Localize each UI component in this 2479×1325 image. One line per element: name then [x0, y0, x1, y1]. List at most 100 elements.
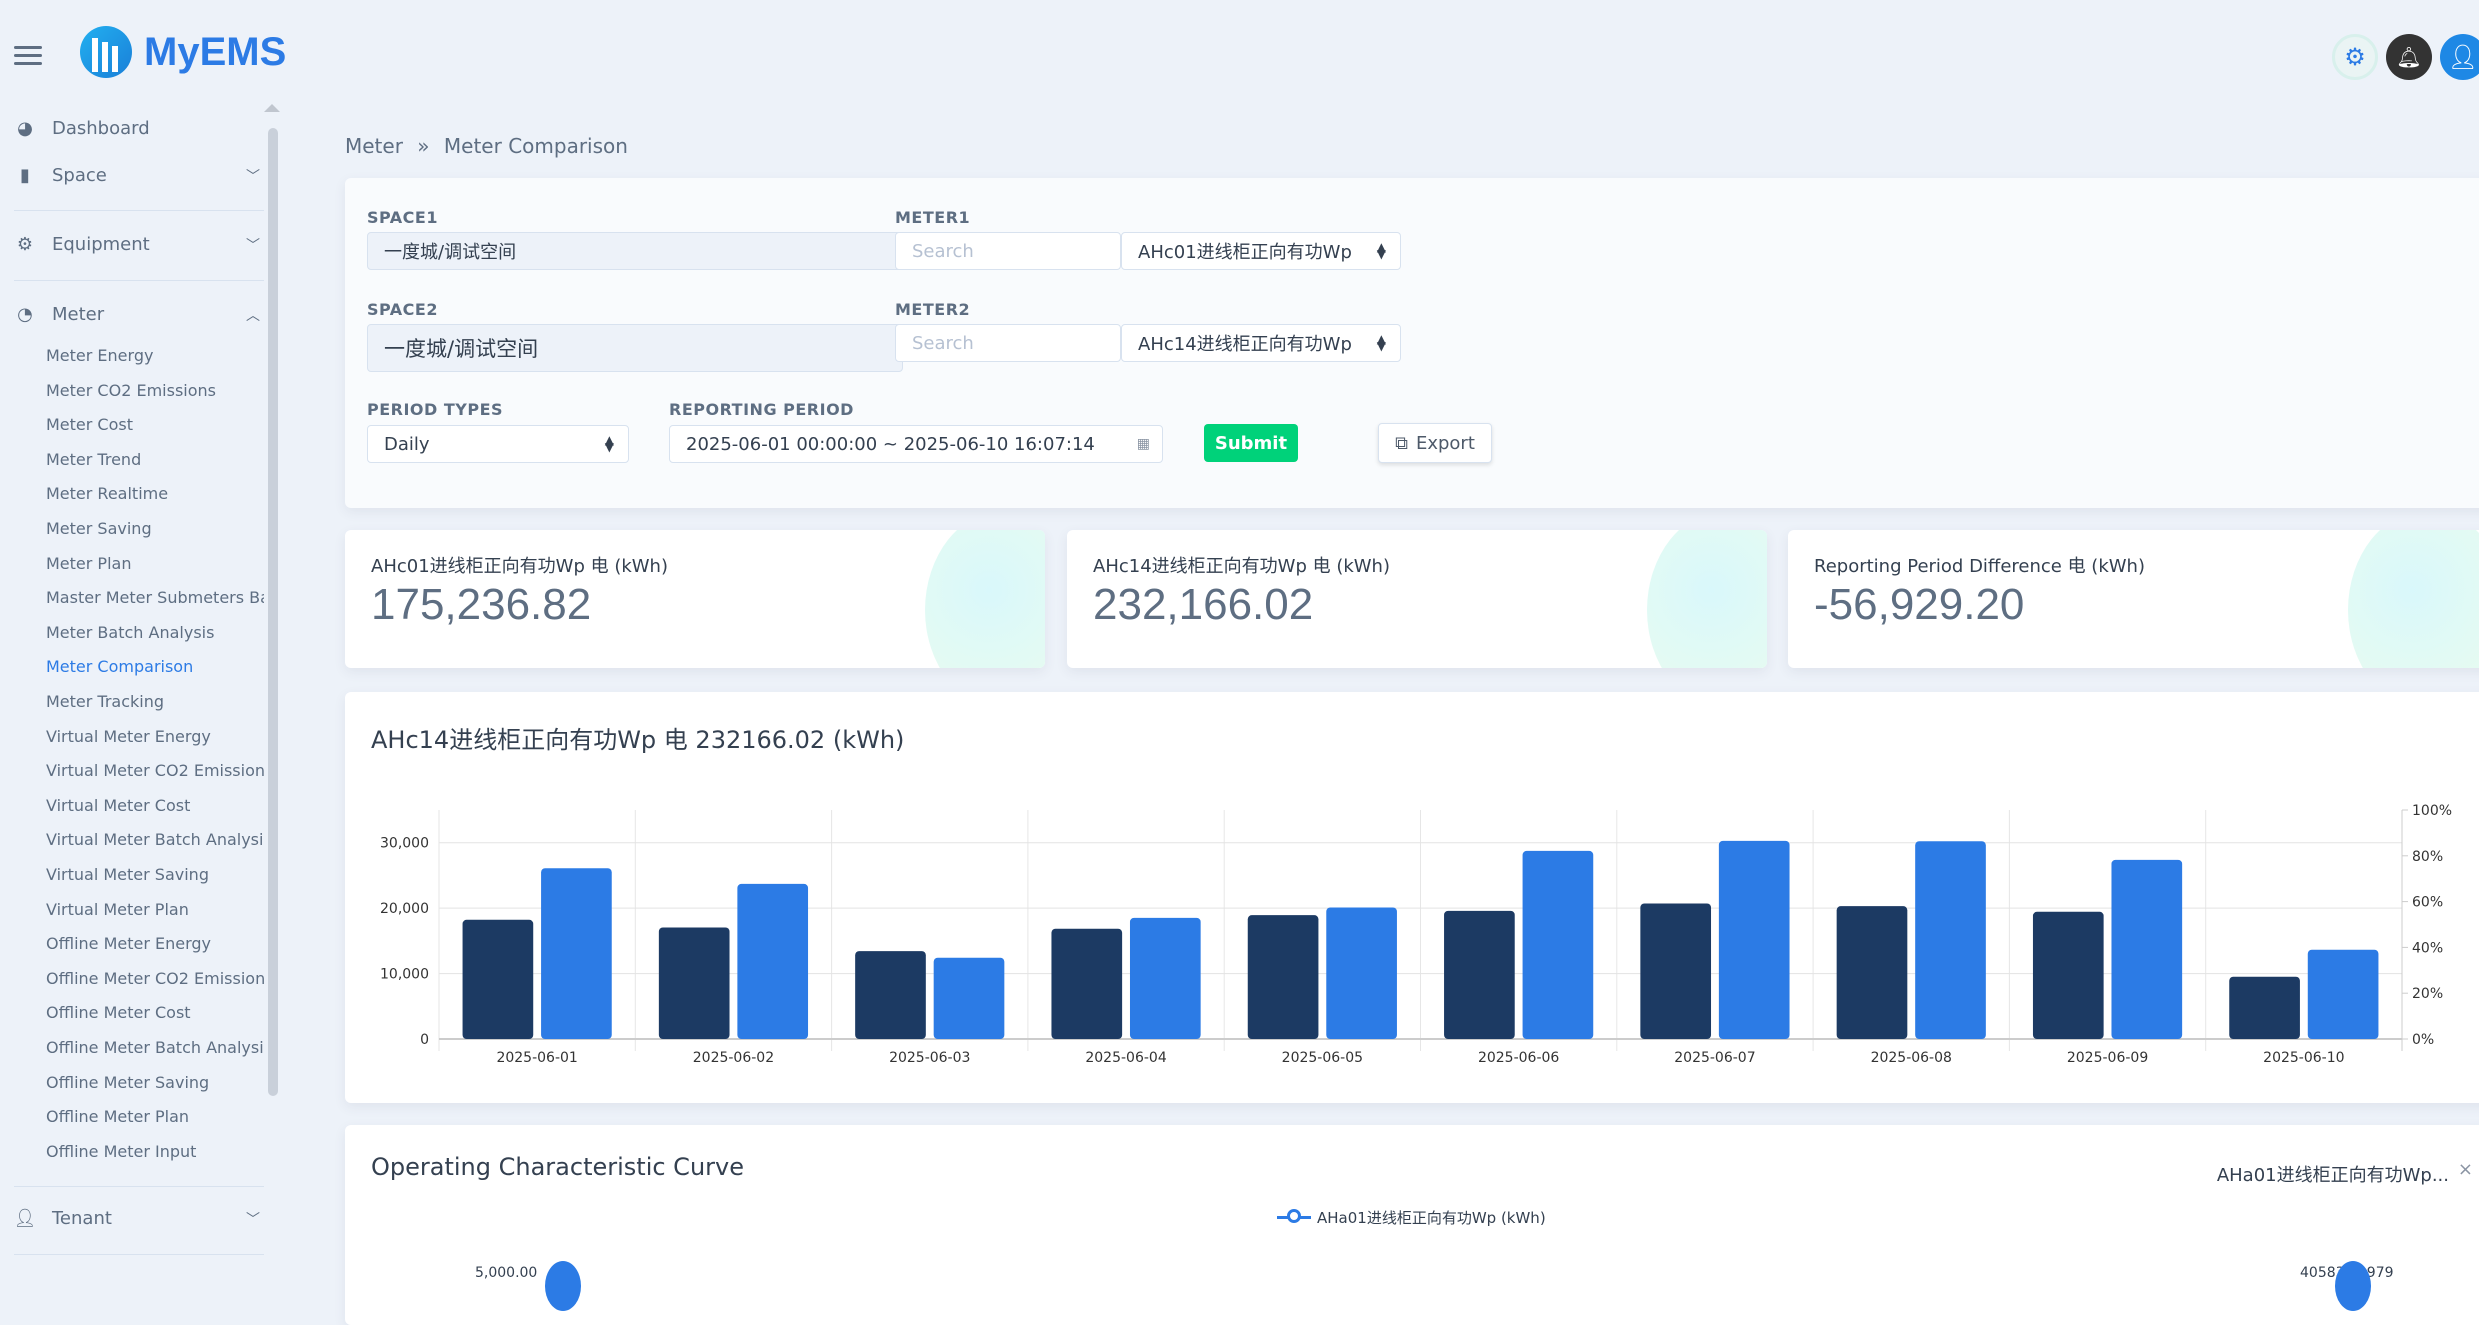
comparison-chart-card: AHc14进线柜正向有功Wp 电 232166.02 (kWh) 0 10,000… — [345, 692, 2479, 1103]
reporting-period-label: REPORTING PERIOD — [669, 400, 854, 419]
sidebar-subitem[interactable]: Virtual Meter Saving — [46, 865, 209, 884]
bar-series1 — [1247, 915, 1319, 1039]
legend-label: AHa01进线柜正向有功Wp (kWh) — [1317, 1209, 1546, 1227]
sidebar-subitem[interactable]: Virtual Meter Energy — [46, 726, 211, 746]
submit-button[interactable]: Submit — [1204, 424, 1298, 462]
bar-series1 — [462, 919, 534, 1039]
x-tick-label: 2025-06-05 — [1282, 1050, 1363, 1066]
meter1-select[interactable]: AHc01进线柜正向有功Wp ▲ ▼ — [1121, 232, 1401, 270]
sidebar-subitem[interactable]: Virtual Meter Batch Analysis — [46, 830, 264, 850]
meter2-value: AHc14进线柜正向有功Wp — [1138, 334, 1352, 355]
sidebar-subitem[interactable]: Offline Meter CO2 Emissions — [46, 968, 264, 988]
sidebar-item-space[interactable]: ▮ Space ﹀ — [14, 165, 260, 186]
filter-form: SPACE1 一度城/调试空间 METER1 Search AHc01进线柜正向… — [345, 178, 2479, 508]
user-avatar-icon[interactable]: 👤︎ — [2440, 34, 2479, 80]
space2-field[interactable]: 一度城/调试空间 — [367, 324, 903, 372]
sidebar-subitem[interactable]: Virtual Meter CO2 Emissions — [46, 761, 264, 781]
sidebar-subitem[interactable]: Offline Meter Saving — [46, 1072, 210, 1092]
sidebar-subitem[interactable]: Offline Meter Batch Analysis — [46, 1038, 264, 1057]
bar-series2 — [1915, 841, 1986, 1039]
occ-legend[interactable]: AHa01进线柜正向有功Wp (kWh) — [1277, 1207, 1546, 1228]
space2-label: SPACE2 — [367, 300, 438, 319]
meter1-search-placeholder: Search — [912, 240, 974, 262]
stat-card-meter2: AHc14进线柜正向有功Wp 电 (kWh) 232,166.02 — [1067, 530, 1767, 668]
breadcrumb-current: Meter Comparison — [443, 134, 628, 158]
sidebar-divider — [14, 280, 264, 281]
sidebar-subitem[interactable]: Meter CO2 Emissions — [46, 380, 216, 400]
bar-series1 — [2032, 911, 2104, 1039]
sidebar-subitem[interactable]: Offline Meter Input — [46, 1141, 197, 1161]
card-decoration — [1647, 530, 1767, 668]
y2-tick-label: 20% — [2412, 986, 2443, 1002]
sidebar-item-meter[interactable]: ◔ Meter ︿ — [14, 304, 260, 325]
sidebar-subitem[interactable]: Meter Energy — [46, 346, 154, 365]
sidebar-subitem[interactable]: Virtual Meter Plan — [46, 899, 189, 919]
bar-series1 — [1836, 906, 1908, 1039]
notification-bell-icon[interactable]: 🔔︎ — [2386, 34, 2432, 80]
meter2-label: METER2 — [895, 300, 971, 319]
stat-value: 175,236.82 — [371, 580, 592, 629]
sidebar-subitem[interactable]: Meter Comparison — [46, 657, 194, 677]
stat-value: -56,929.20 — [1814, 580, 2025, 629]
sidebar-subitem[interactable]: Virtual Meter Cost — [46, 795, 191, 815]
x-tick-label: 2025-06-01 — [496, 1050, 577, 1066]
sidebar-subitem[interactable]: Offline Meter Plan — [46, 1107, 190, 1127]
x-tick-label: 2025-06-04 — [1085, 1050, 1166, 1066]
space1-value: 一度城/调试空间 — [384, 242, 517, 263]
bar-series2 — [1326, 907, 1397, 1039]
sidebar-subitem[interactable]: Meter Batch Analysis — [46, 622, 215, 642]
sidebar-subitem[interactable]: Meter Realtime — [46, 484, 169, 504]
sidebar-subitem[interactable]: Master Meter Submeters Balance — [46, 588, 264, 608]
meter1-search-input[interactable]: Search — [895, 232, 1121, 270]
y-tick-label: 10,000 — [380, 967, 429, 983]
x-tick-label: 2025-06-07 — [1674, 1050, 1755, 1066]
sidebar-item-equipment[interactable]: ⚙ Equipment ﹀ — [14, 234, 260, 255]
operating-curve-card: Operating Characteristic Curve AHa01进线柜正… — [345, 1125, 2479, 1325]
space1-field[interactable]: 一度城/调试空间 — [367, 232, 903, 270]
reporting-period-picker[interactable]: 2025-06-01 00:00:00 ~ 2025-06-10 16:07:1… — [669, 425, 1163, 463]
logo[interactable]: MyEMS — [80, 26, 286, 78]
menu-toggle-button[interactable] — [14, 46, 42, 66]
sidebar-subitem[interactable]: Meter Plan — [46, 553, 132, 573]
breadcrumb-parent[interactable]: Meter — [345, 134, 403, 158]
bar-series1 — [658, 927, 730, 1039]
sidebar-subitem[interactable]: Offline Meter Cost — [46, 1003, 191, 1023]
bar-series1 — [1051, 928, 1123, 1039]
bar-series2 — [1129, 917, 1201, 1039]
stat-card-meter1: AHc01进线柜正向有功Wp 电 (kWh) 175,236.82 — [345, 530, 1045, 668]
breadcrumb-separator: » — [417, 134, 430, 158]
meter2-select[interactable]: AHc14进线柜正向有功Wp ▲ ▼ — [1121, 324, 1401, 362]
y2-tick-label: 0% — [2412, 1032, 2434, 1048]
stat-title: AHc01进线柜正向有功Wp 电 (kWh) — [371, 556, 668, 577]
settings-gear-icon[interactable]: ⚙ — [2332, 34, 2378, 80]
sidebar-subitem[interactable]: Meter Saving — [46, 519, 152, 538]
export-button[interactable]: ⧉ Export — [1378, 423, 1492, 463]
period-type-select[interactable]: Daily ▲ ▼ — [367, 425, 629, 463]
sidebar-subitem[interactable]: Meter Tracking — [46, 692, 165, 711]
select-arrows-icon: ▲ ▼ — [604, 433, 614, 454]
bar-series2 — [933, 957, 1005, 1039]
sidebar-item-dashboard[interactable]: ◕ Dashboard — [14, 118, 260, 139]
meter1-value: AHc01进线柜正向有功Wp — [1138, 242, 1352, 263]
sidebar-subitem[interactable]: Meter Trend — [46, 449, 142, 469]
sidebar-scrollbar[interactable] — [268, 128, 278, 1096]
building-icon: ▮ — [20, 165, 30, 186]
occ-marker — [2335, 1261, 2371, 1311]
sidebar-scroll-up[interactable] — [264, 104, 280, 112]
sidebar-subitem[interactable]: Meter Cost — [46, 415, 133, 435]
occ-meter-selector[interactable]: AHa01进线柜正向有功Wp... — [2216, 1165, 2449, 1186]
space2-value: 一度城/调试空间 — [384, 337, 539, 361]
bar-series2 — [737, 883, 809, 1039]
meter2-search-input[interactable]: Search — [895, 324, 1121, 362]
chart-title: AHc14进线柜正向有功Wp 电 232166.02 (kWh) — [371, 726, 905, 754]
period-types-label: PERIOD TYPES — [367, 400, 504, 419]
close-icon[interactable]: × — [2457, 1159, 2473, 1180]
sidebar-item-label: Tenant — [52, 1208, 112, 1229]
x-tick-label: 2025-06-10 — [2263, 1050, 2344, 1066]
y2-tick-label: 80% — [2412, 849, 2443, 865]
chevron-down-icon: ﹀ — [246, 1211, 260, 1228]
sidebar-subitem[interactable]: Offline Meter Energy — [46, 934, 212, 954]
chevron-up-icon: ︿ — [246, 307, 260, 324]
bar-series1 — [2229, 976, 2300, 1039]
sidebar-item-tenant[interactable]: 👤︎ Tenant ﹀ — [14, 1208, 260, 1229]
